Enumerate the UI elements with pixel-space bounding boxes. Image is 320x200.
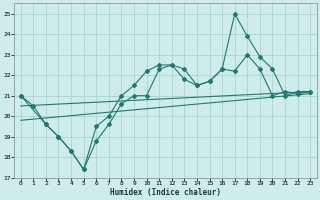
X-axis label: Humidex (Indice chaleur): Humidex (Indice chaleur) (110, 188, 221, 197)
